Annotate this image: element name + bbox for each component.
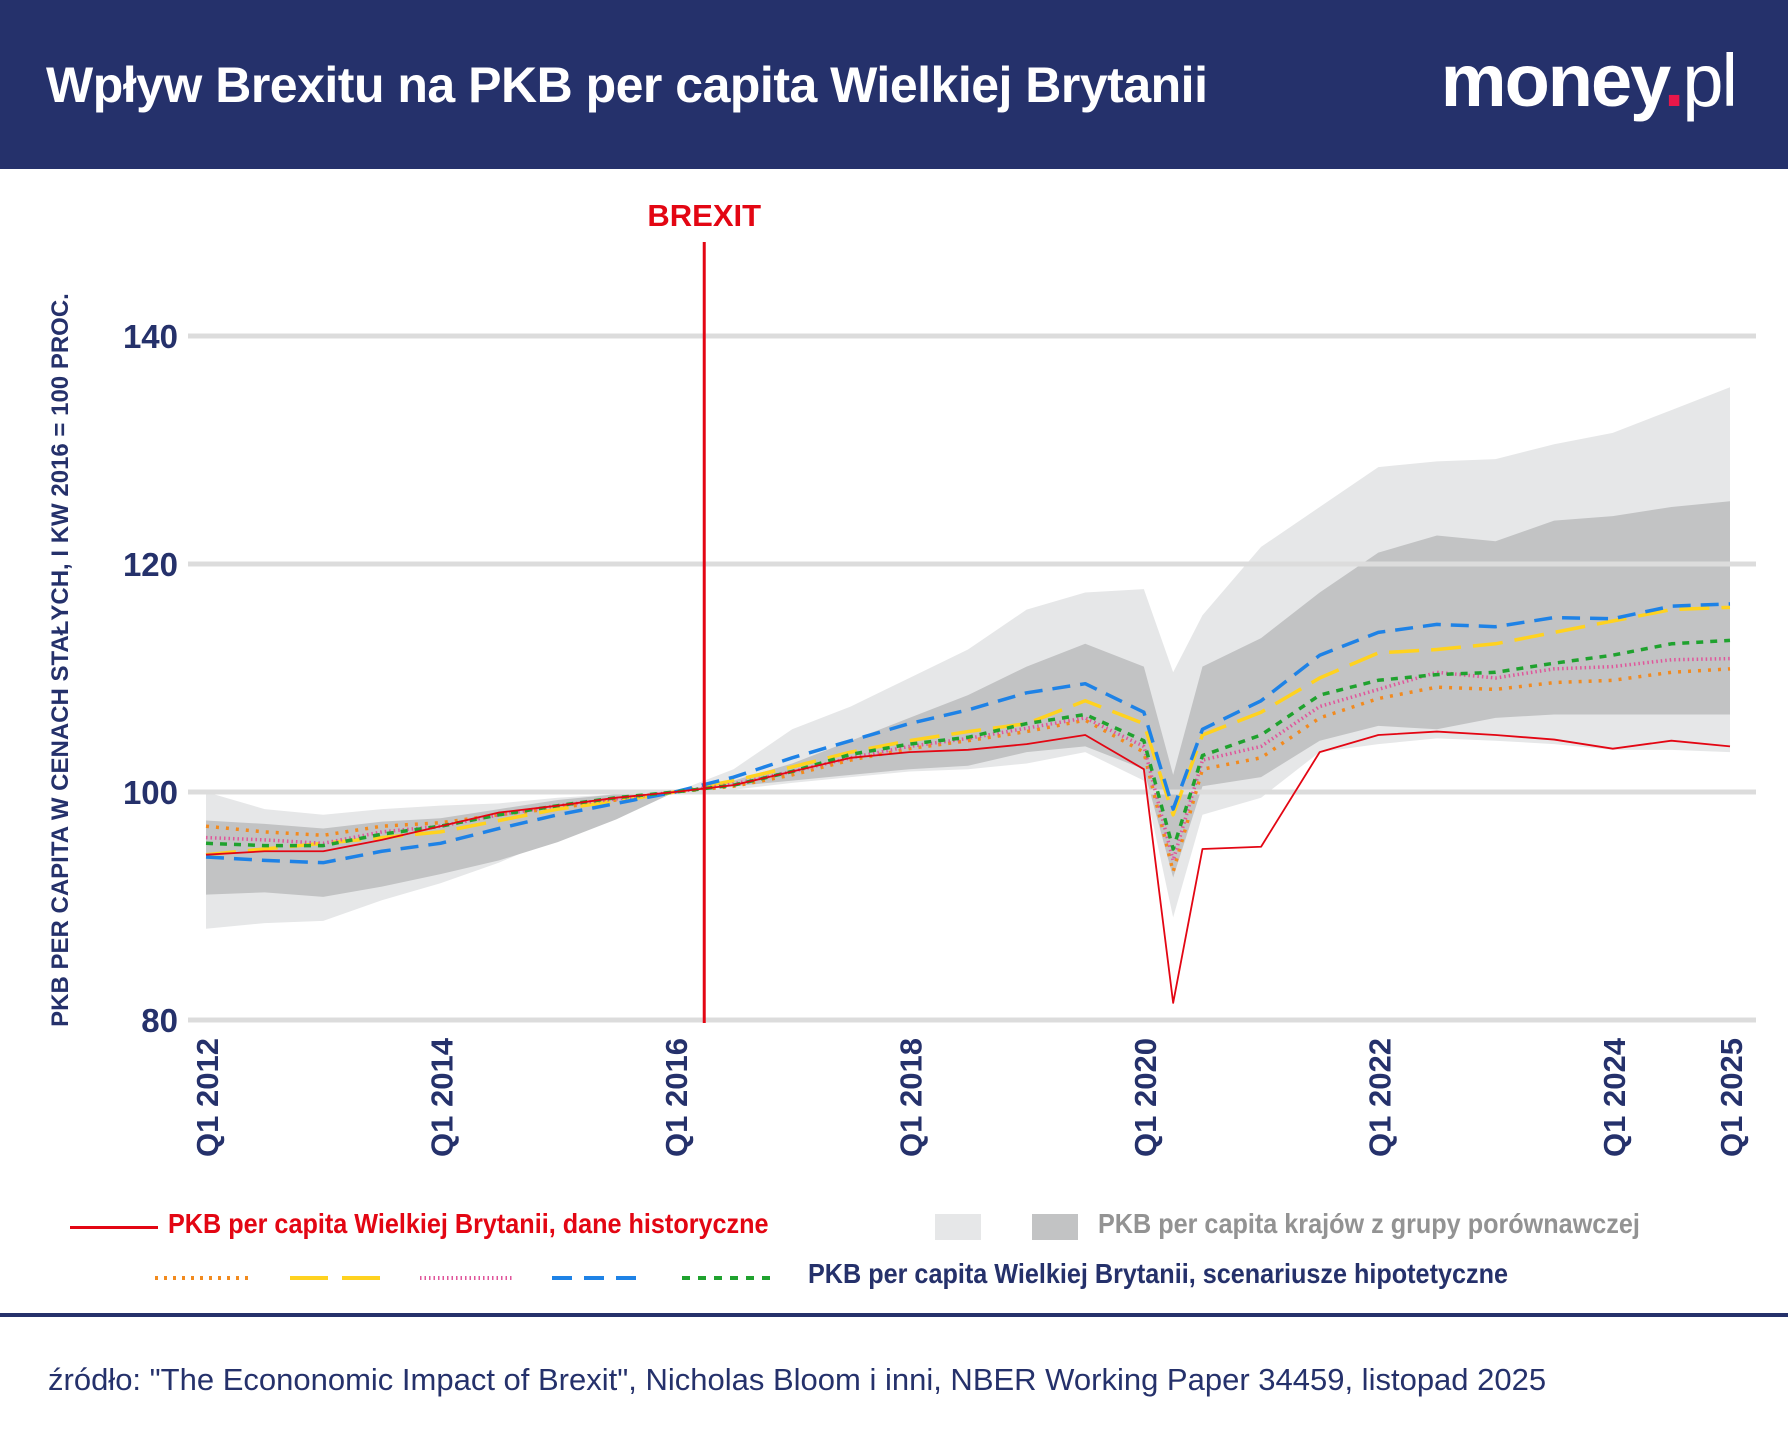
x-tick-label: Q1 2014 [424, 1037, 459, 1157]
brexit-label: BREXIT [647, 198, 761, 233]
legend-row-1: PKB per capita Wielkiej Brytanii, dane h… [0, 1208, 1788, 1248]
x-tick-label: Q1 2024 [1597, 1037, 1632, 1157]
x-tick-label: Q1 2020 [1128, 1038, 1163, 1157]
series-line-6 [205, 730, 1731, 1004]
x-tick-label: Q1 2012 [190, 1038, 225, 1157]
series-line-4 [205, 602, 1731, 865]
series-line-2 [205, 605, 1731, 857]
y-tick-label: 100 [123, 774, 178, 811]
x-tick-label: Q1 2018 [893, 1038, 928, 1157]
legend-historical-swatch [70, 1226, 158, 1229]
series-line-5 [205, 638, 1731, 851]
legend-comparison-label: PKB per capita krajów z grupy porównawcz… [1098, 1208, 1640, 1239]
legend-band-wide-swatch [935, 1214, 981, 1240]
band-narrow [206, 501, 1730, 897]
legend-band-narrow-swatch [1032, 1214, 1078, 1240]
y-tick-label: 120 [123, 546, 178, 583]
y-axis-title: PKB PER CAPITA W CENACH STAŁYCH, I KW 20… [47, 293, 74, 1027]
legend-historical-label: PKB per capita Wielkiej Brytanii, dane h… [168, 1208, 769, 1239]
source-note: źródło: "The Econonomic Impact of Brexit… [48, 1362, 1547, 1397]
y-tick-label: 80 [141, 1002, 178, 1039]
band-wide [206, 387, 1730, 929]
header: Wpływ Brexitu na PKB per capita Wielkiej… [0, 0, 1788, 169]
divider [0, 1313, 1788, 1317]
gdp-line-chart: BREXIT 80 100 120 140 Q1 2012 Q1 2014 Q1 2016 Q… [47, 198, 1756, 1157]
legend-row-2: PKB per capita Wielkiej Brytanii, scenar… [0, 1258, 1788, 1298]
y-tick-label: 140 [123, 318, 178, 355]
x-tick-label: Q1 2016 [659, 1038, 694, 1157]
page-title: Wpływ Brexitu na PKB per capita Wielkiej… [46, 57, 1208, 113]
legend-scenario-swatches [155, 1276, 770, 1280]
x-tick-label: Q1 2025 [1714, 1038, 1749, 1157]
legend-scenarios-label: PKB per capita Wielkiej Brytanii, scenar… [808, 1258, 1509, 1289]
x-tick-label: Q1 2022 [1362, 1038, 1397, 1157]
money-pl-logo: money.pl [1440, 39, 1738, 122]
